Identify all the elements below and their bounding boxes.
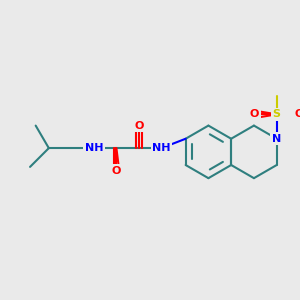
Text: O: O — [112, 166, 121, 176]
Text: S: S — [273, 109, 281, 119]
Text: NH: NH — [85, 143, 103, 153]
Text: O: O — [295, 109, 300, 119]
Text: NH: NH — [152, 143, 171, 153]
Text: O: O — [134, 121, 144, 130]
Text: O: O — [250, 109, 259, 119]
Text: N: N — [272, 134, 281, 144]
